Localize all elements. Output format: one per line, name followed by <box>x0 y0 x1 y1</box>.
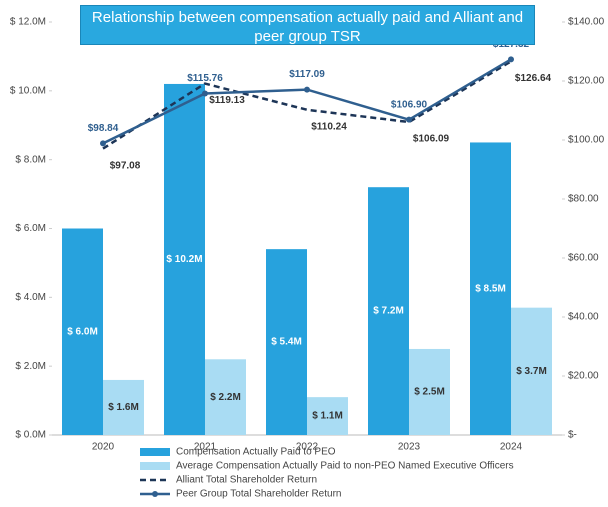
y2-tick-label: $20.00 <box>568 371 599 382</box>
y-tick-label: $ 4.0M <box>15 292 46 303</box>
line-marker <box>406 116 412 123</box>
line-marker <box>304 86 310 93</box>
legend-swatch <box>140 462 170 470</box>
bar-label: $ 8.5M <box>475 283 506 294</box>
line-label: $97.08 <box>110 160 141 171</box>
line-label: $126.64 <box>515 73 552 84</box>
legend-label: Average Compensation Actually Paid to no… <box>176 461 514 472</box>
x-tick-label: 2020 <box>92 442 115 453</box>
legend-marker <box>152 491 158 497</box>
y-tick-label: $ 8.0M <box>15 154 46 165</box>
bar <box>368 187 409 435</box>
line-label: $119.13 <box>209 95 245 106</box>
bar <box>164 83 205 435</box>
y-tick-label: $ 10.0M <box>10 85 46 96</box>
line-label: $115.76 <box>187 73 223 84</box>
legend-label: Alliant Total Shareholder Return <box>176 475 317 486</box>
bar-label: $ 1.1M <box>312 411 343 422</box>
bar-label: $ 6.0M <box>67 326 98 337</box>
bar-label: $ 1.6M <box>108 402 139 413</box>
line-marker <box>100 140 106 147</box>
chart-title: Relationship between compensation actual… <box>80 5 535 45</box>
bar-label: $ 5.4M <box>271 337 302 348</box>
y-tick-label: $ 0.0M <box>15 430 46 441</box>
bar <box>470 142 511 436</box>
line-marker <box>202 90 208 97</box>
y2-tick-label: $- <box>568 430 577 441</box>
x-tick-label: 2024 <box>500 442 523 453</box>
bar <box>205 359 246 435</box>
legend-swatch <box>140 448 170 456</box>
bar-label: $ 3.7M <box>516 366 547 377</box>
legend-label: Compensation Actually Paid to PEO <box>176 447 336 458</box>
bar <box>62 228 103 435</box>
y2-tick-label: $40.00 <box>568 312 599 323</box>
bar-label: $ 2.2M <box>210 392 241 403</box>
x-tick-label: 2023 <box>398 442 421 453</box>
y2-tick-label: $120.00 <box>568 76 605 87</box>
line-label: $117.09 <box>289 69 325 80</box>
x-tick-label: 2022 <box>296 442 319 453</box>
legend-label: Peer Group Total Shareholder Return <box>176 489 341 500</box>
y2-tick-label: $60.00 <box>568 253 599 264</box>
y-tick-label: $ 12.0M <box>10 17 46 28</box>
bar-label: $ 10.2M <box>166 254 202 265</box>
x-tick-label: 2021 <box>194 442 217 453</box>
line <box>102 60 512 150</box>
y-tick-label: $ 2.0M <box>15 361 46 372</box>
y2-tick-label: $100.00 <box>568 135 605 146</box>
bar-label: $ 7.2M <box>373 306 404 317</box>
bar <box>409 348 450 435</box>
line-label: $110.24 <box>311 121 347 132</box>
bar <box>511 307 552 435</box>
y2-tick-label: $80.00 <box>568 194 599 205</box>
y2-tick-label: $140.00 <box>568 17 605 28</box>
y-tick-label: $ 6.0M <box>15 223 46 234</box>
line-label: $106.90 <box>391 99 428 110</box>
line-marker <box>508 56 514 63</box>
line-label: $106.09 <box>413 134 450 145</box>
bar-label: $ 2.5M <box>414 387 445 398</box>
bar <box>103 379 144 435</box>
bar <box>307 397 348 435</box>
line-label: $98.84 <box>88 123 119 134</box>
bar <box>266 249 307 435</box>
